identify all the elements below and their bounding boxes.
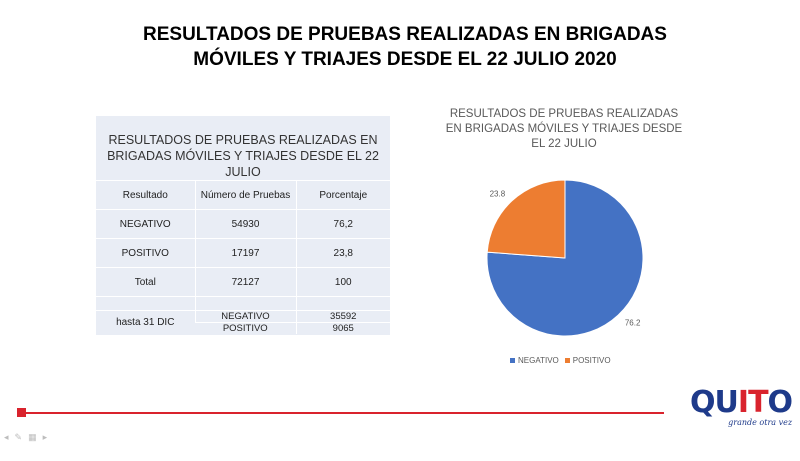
table-cell: Total bbox=[96, 267, 195, 297]
table-row: Total 72127 100 bbox=[96, 267, 390, 297]
pie-slice-positivo bbox=[486, 179, 566, 259]
table-heading: RESULTADOS DE PRUEBAS REALIZADAS EN BRIG… bbox=[96, 132, 390, 180]
table-row: hasta 31 DIC NEGATIVO 35592 bbox=[96, 310, 390, 334]
legend-label: POSITIVO bbox=[572, 356, 611, 365]
table-heading-line1: RESULTADOS DE PRUEBAS REALIZADAS EN bbox=[108, 133, 378, 147]
column-header-porcentaje: Porcentaje bbox=[295, 180, 390, 210]
legend-item-positivo: POSITIVO bbox=[564, 356, 611, 365]
table-cell: POSITIVO bbox=[96, 238, 195, 268]
quito-logo: QUITO grande otra vez bbox=[690, 385, 793, 428]
table-cell: 17197 bbox=[194, 238, 296, 268]
table-cell: NEGATIVO bbox=[194, 310, 296, 323]
slide-title-line2: MÓVILES Y TRIAJES DESDE EL 22 JULIO 2020 bbox=[193, 49, 617, 70]
logo-letter: I bbox=[737, 385, 749, 420]
table-header-row: Resultado Número de Pruebas Porcentaje bbox=[96, 180, 390, 210]
table-cell: 54930 bbox=[194, 209, 296, 239]
chart-legend: NEGATIVO POSITIVO bbox=[510, 356, 617, 365]
legend-label: NEGATIVO bbox=[518, 356, 559, 365]
table-cell bbox=[295, 296, 390, 311]
pen-icon[interactable]: ✎ bbox=[14, 432, 29, 442]
table-cell-period: hasta 31 DIC bbox=[96, 310, 195, 334]
table-cell bbox=[96, 296, 195, 311]
pie-chart: 76.2 23.8 bbox=[486, 179, 644, 337]
table-cell: 35592 bbox=[295, 310, 390, 323]
table-cell: 76,2 bbox=[295, 209, 390, 239]
slide-title: RESULTADOS DE PRUEBAS REALIZADAS EN BRIG… bbox=[60, 22, 750, 72]
table-cell: 100 bbox=[295, 267, 390, 297]
back-icon[interactable]: ◂ bbox=[4, 432, 15, 442]
slide-nav-controls: ◂✎▦▸ bbox=[4, 432, 53, 443]
pie-data-label-negativo: 76.2 bbox=[625, 319, 641, 328]
table-cell: 72127 bbox=[194, 267, 296, 297]
results-table: Resultado Número de Pruebas Porcentaje N… bbox=[96, 180, 390, 334]
logo-letter: O bbox=[767, 385, 793, 420]
legend-item-negativo: NEGATIVO bbox=[510, 356, 559, 365]
legend-swatch bbox=[564, 358, 570, 364]
table-heading-line2: BRIGADAS MÓVILES Y TRIAJES DESDE EL 22 J… bbox=[107, 149, 379, 179]
slides-icon[interactable]: ▦ bbox=[28, 432, 43, 442]
slide-title-line1: RESULTADOS DE PRUEBAS REALIZADAS EN BRIG… bbox=[143, 24, 667, 45]
table-row: POSITIVO 9065 bbox=[96, 322, 390, 334]
results-table-panel: RESULTADOS DE PRUEBAS REALIZADAS EN BRIG… bbox=[96, 116, 390, 335]
column-header-resultado: Resultado bbox=[96, 180, 195, 210]
pie-slice-negativo bbox=[486, 179, 644, 337]
logo-wordmark: QUITO bbox=[690, 385, 793, 420]
table-row: POSITIVO 17197 23,8 bbox=[96, 238, 390, 268]
legend-swatch bbox=[510, 358, 515, 364]
pie-data-label-positivo: 23.8 bbox=[490, 189, 506, 198]
forward-icon[interactable]: ▸ bbox=[42, 432, 54, 442]
logo-letter: Q bbox=[690, 385, 715, 420]
table-cell: 23,8 bbox=[295, 238, 390, 268]
red-divider-line bbox=[24, 412, 664, 414]
table-cell bbox=[194, 296, 296, 311]
logo-letter: T bbox=[748, 385, 768, 420]
logo-tagline: grande otra vez bbox=[728, 418, 793, 427]
table-cell: NEGATIVO bbox=[96, 209, 195, 239]
chart-title: RESULTADOS DE PRUEBAS REALIZADAS EN BRIG… bbox=[445, 108, 683, 150]
table-cell: POSITIVO bbox=[195, 322, 296, 334]
table-row: NEGATIVO 54930 76,2 bbox=[96, 209, 390, 239]
logo-letter: U bbox=[714, 385, 739, 420]
table-spacer-row bbox=[96, 296, 390, 311]
red-square-marker bbox=[17, 408, 26, 417]
table-cell: 9065 bbox=[295, 322, 390, 334]
column-header-numero: Número de Pruebas bbox=[194, 180, 296, 210]
